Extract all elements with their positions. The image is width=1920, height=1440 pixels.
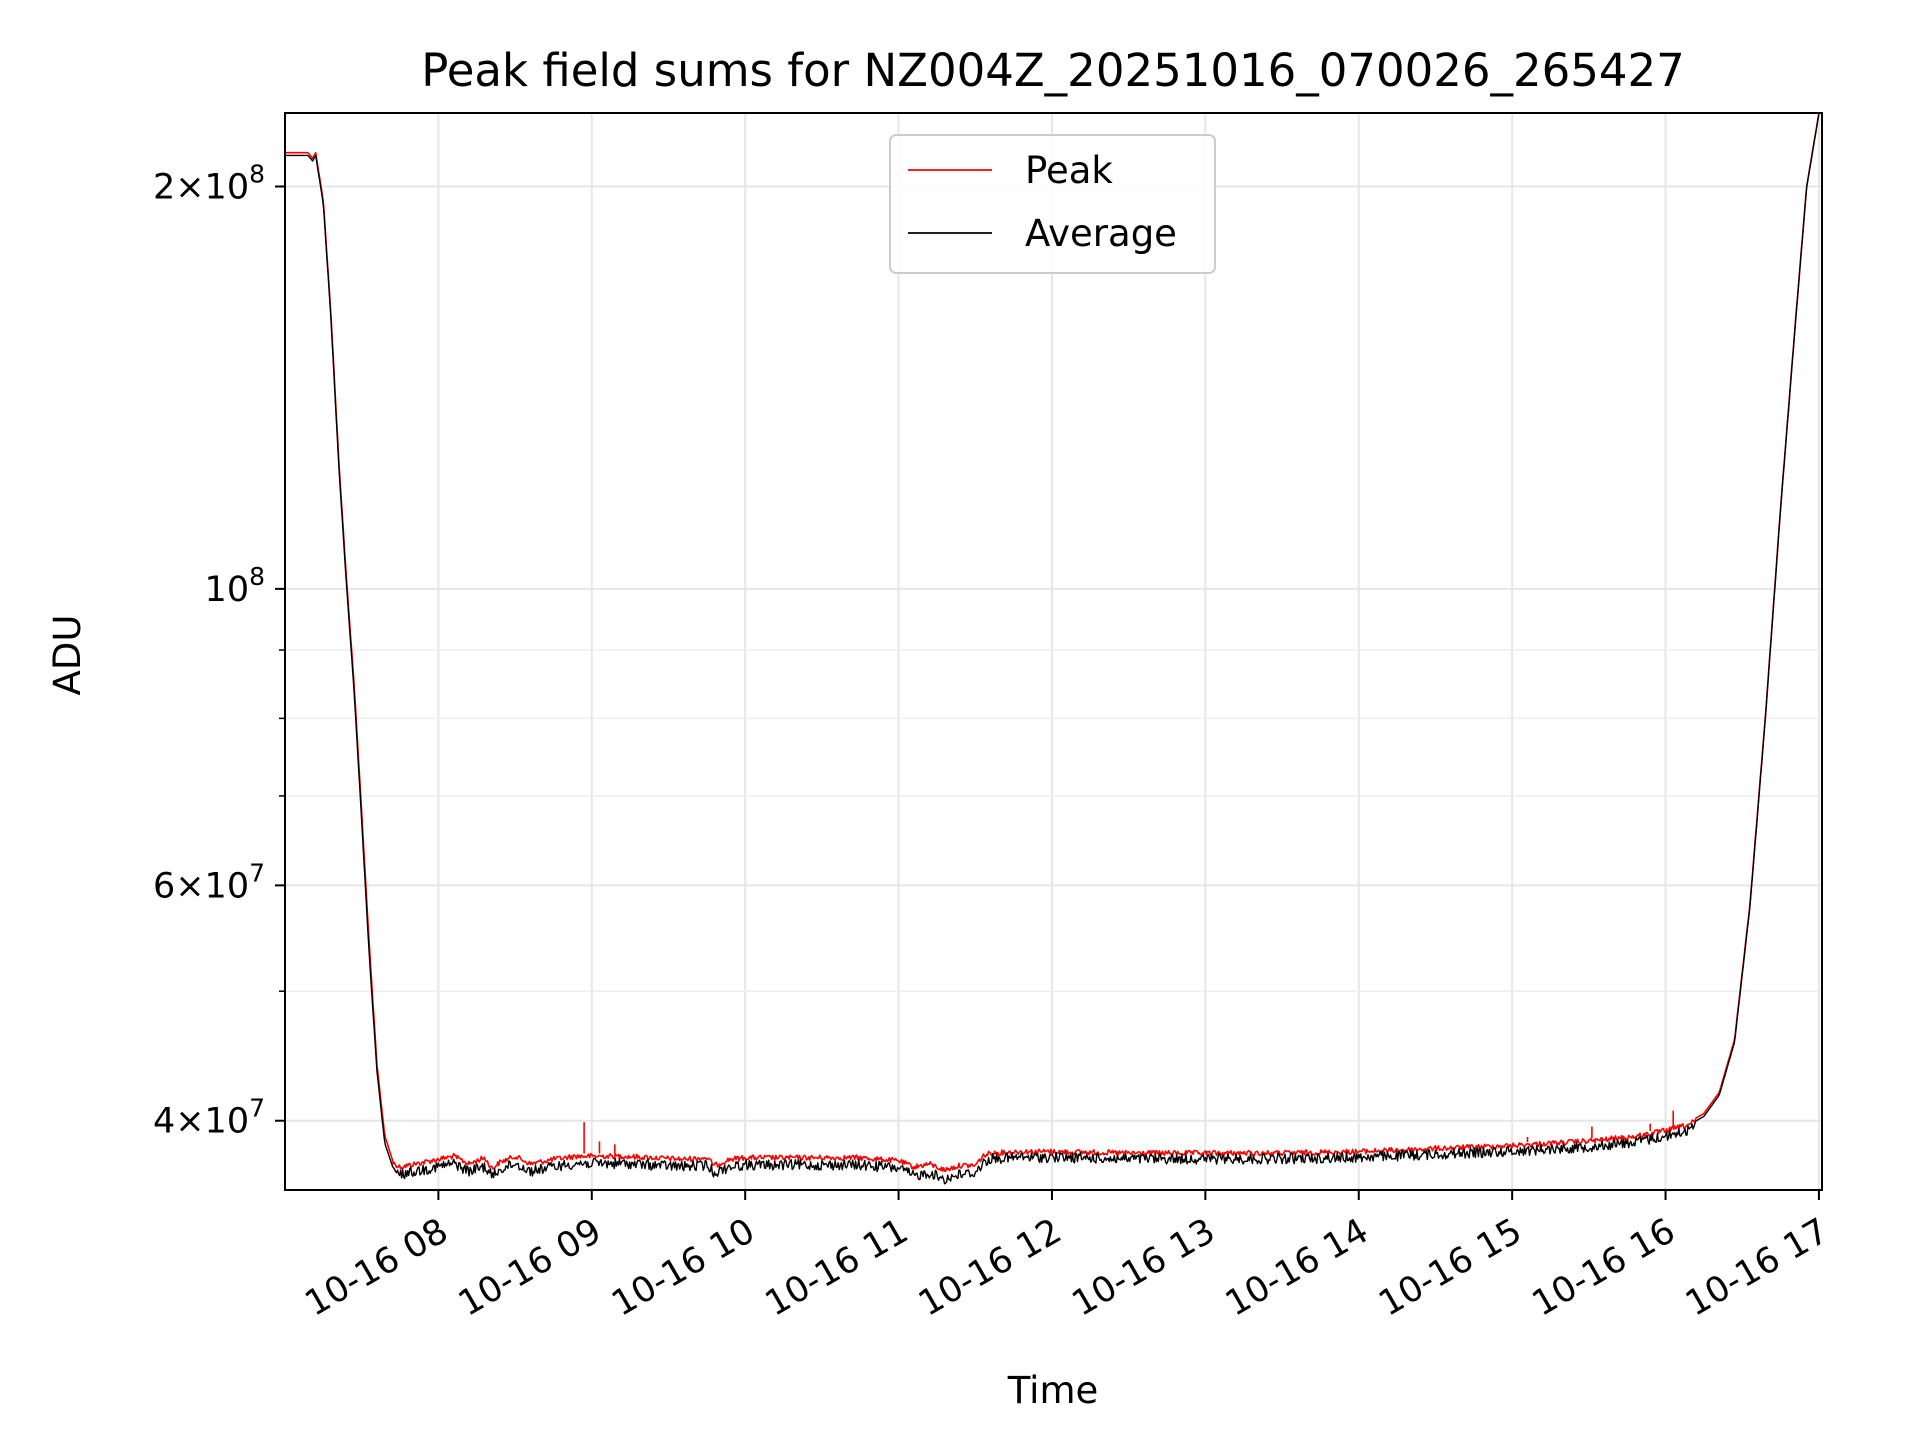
x-tick-label: 10-16 13 <box>1066 1211 1222 1324</box>
y-tick-label: 2×108 <box>153 160 265 208</box>
x-tick-label: 10-16 08 <box>299 1211 455 1324</box>
grid-lines <box>285 113 1822 1190</box>
y-tick-label: 6×107 <box>153 858 265 906</box>
plot-frame <box>284 112 1823 1191</box>
x-tick-label: 10-16 15 <box>1372 1211 1528 1324</box>
legend: Peak Average <box>889 134 1216 274</box>
y-tick-label: 4×107 <box>153 1094 265 1142</box>
legend-average-label: Average <box>1025 212 1177 255</box>
x-tick-label: 10-16 12 <box>912 1211 1068 1324</box>
x-tick-label: 10-16 16 <box>1526 1211 1682 1324</box>
y-axis-ticks: 4×107 6×107 108 2×108 <box>153 160 285 1142</box>
series-line-average <box>285 113 1820 1185</box>
series-layer <box>285 113 1820 1185</box>
legend-peak-label: Peak <box>1025 149 1113 192</box>
y-tick-label: 108 <box>205 562 265 610</box>
chart-title: Peak field sums for NZ004Z_20251016_0700… <box>421 44 1685 97</box>
x-tick-label: 10-16 14 <box>1219 1211 1375 1324</box>
x-axis-label: Time <box>1007 1369 1099 1412</box>
x-tick-label: 10-16 10 <box>605 1211 761 1324</box>
x-tick-label: 10-16 17 <box>1679 1211 1835 1324</box>
x-tick-label: 10-16 11 <box>759 1211 915 1324</box>
series-line-peak <box>285 113 1820 1173</box>
x-tick-label: 10-16 09 <box>452 1211 608 1324</box>
y-axis-label: ADU <box>46 615 89 696</box>
